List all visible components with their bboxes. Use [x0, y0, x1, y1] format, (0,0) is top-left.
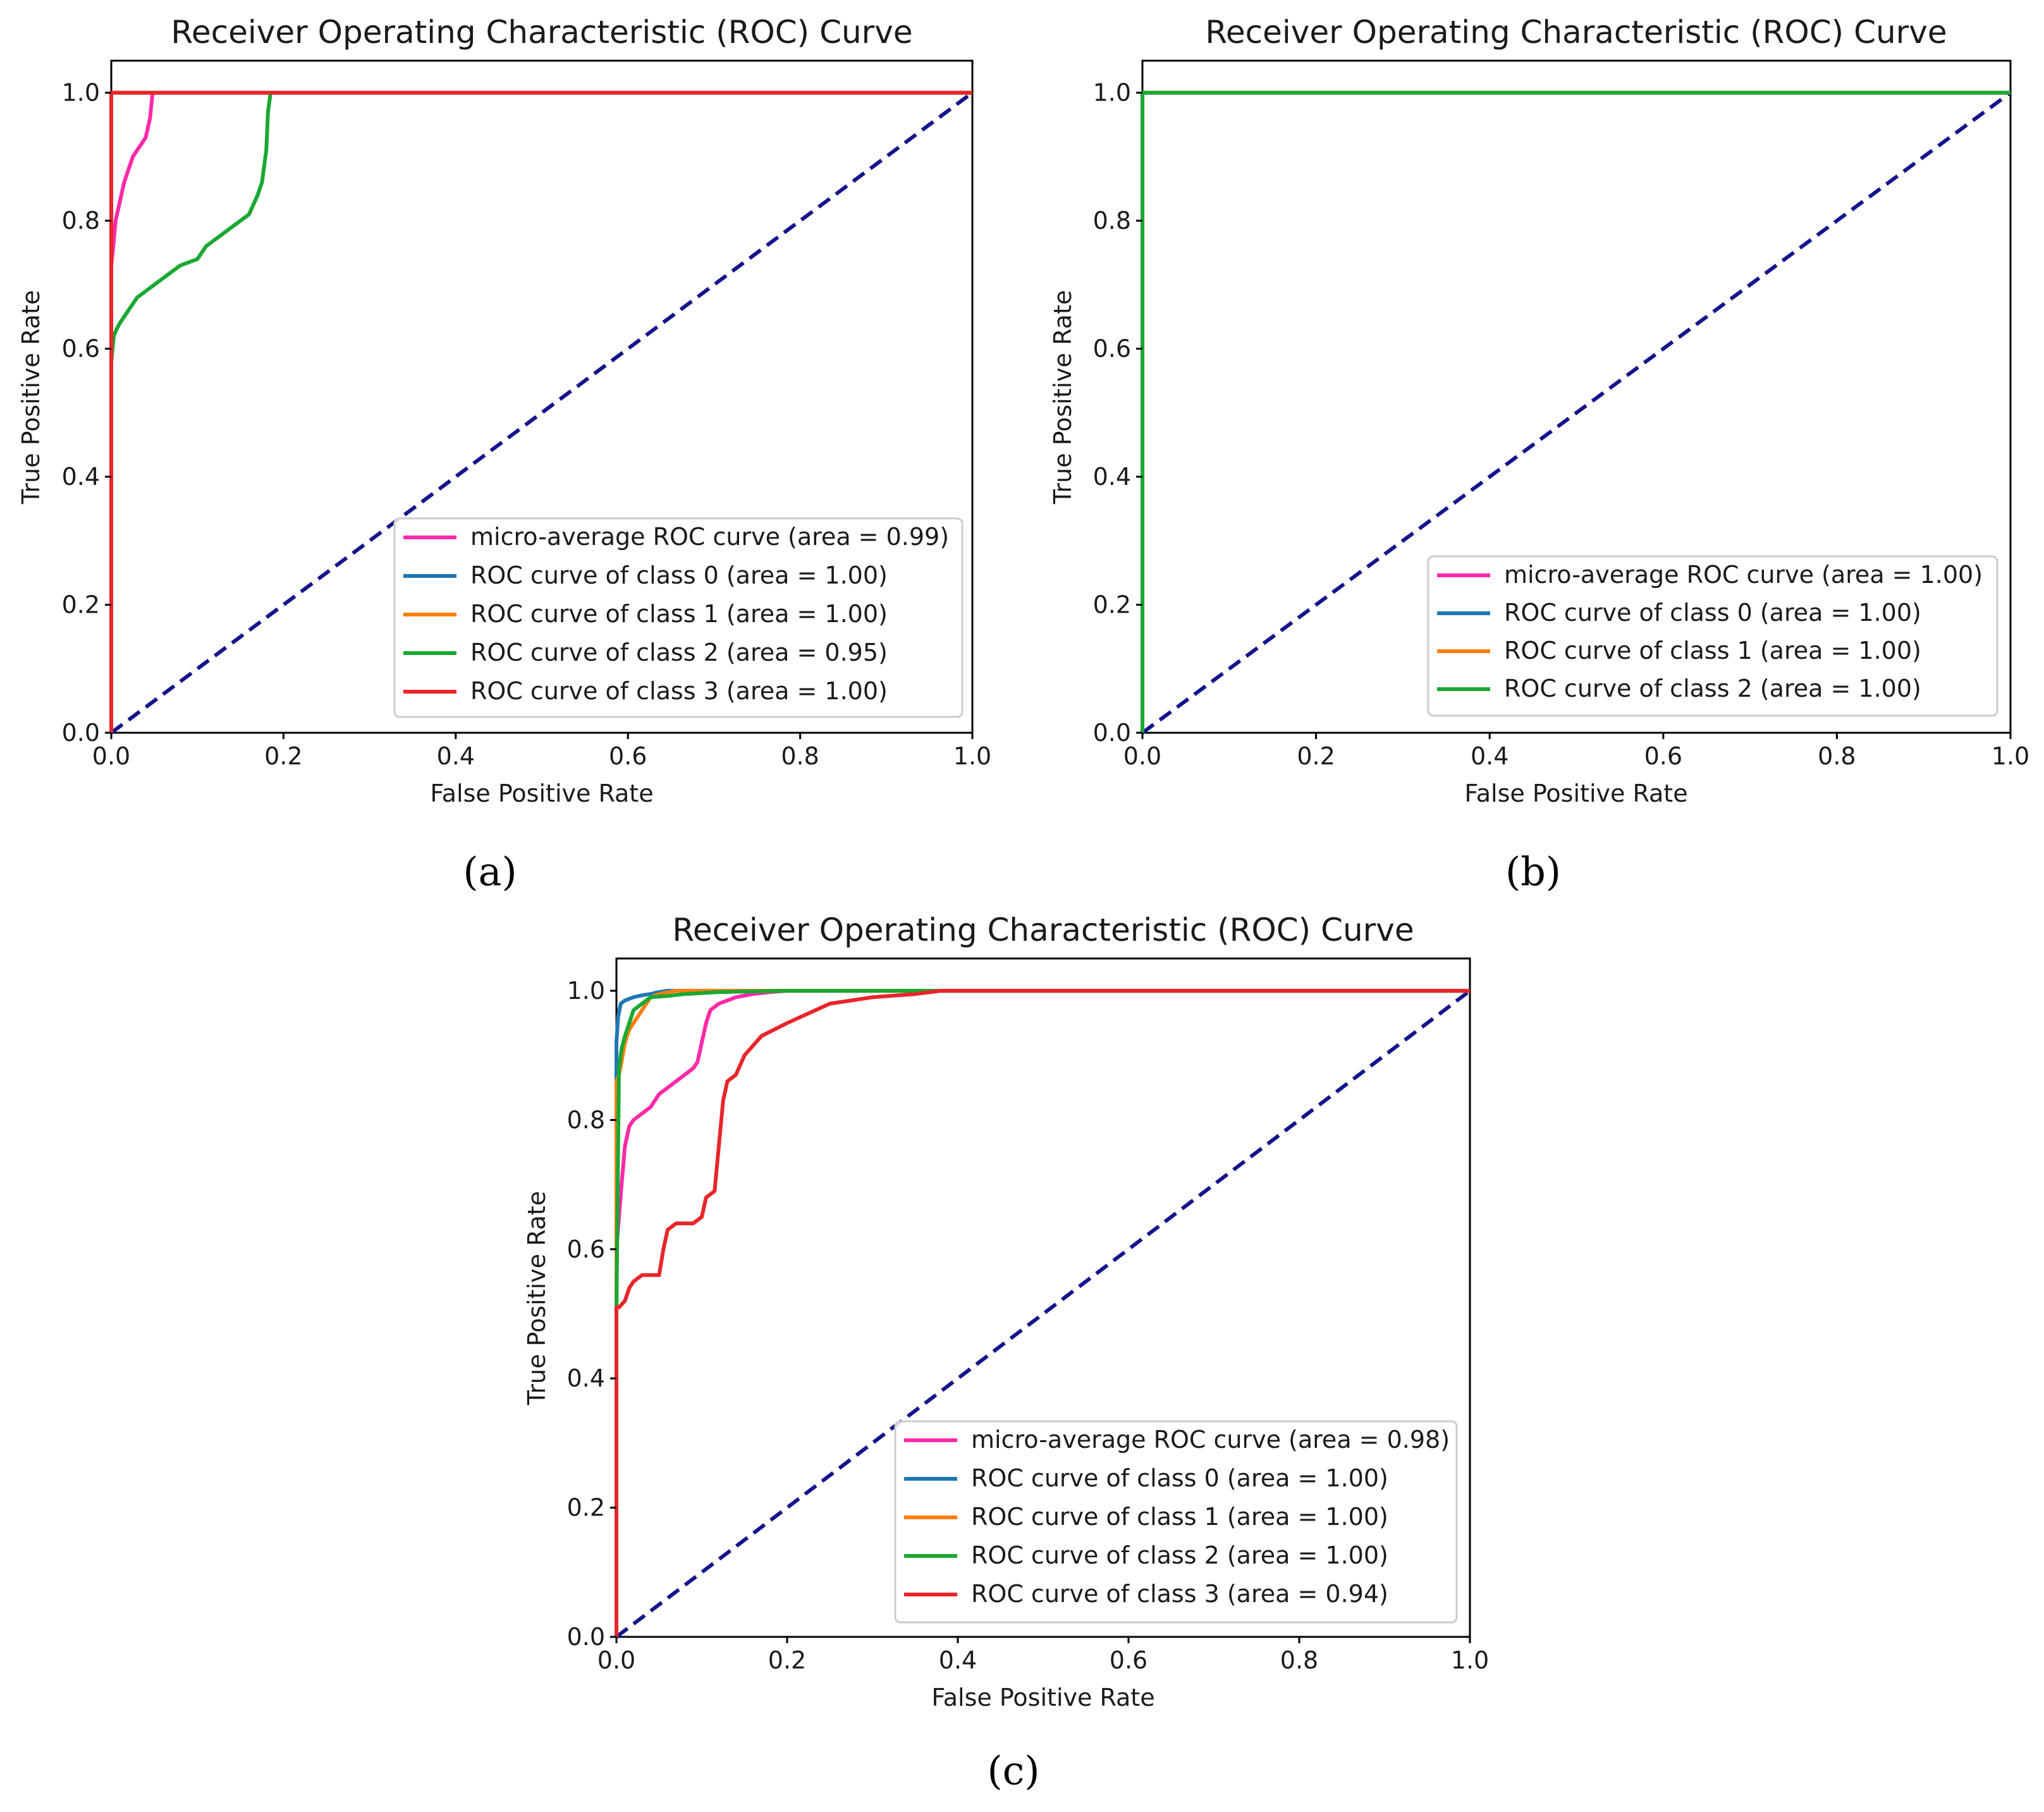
x-tick-label: 1.0 — [953, 742, 991, 770]
x-tick-label: 0.2 — [264, 742, 302, 770]
roc-series-line-0 — [615, 989, 1470, 1637]
panel-c-y-axis-label: True Positive Rate — [523, 1191, 551, 1406]
legend-label-2: ROC curve of class 1 (area = 1.00) — [1504, 637, 1921, 664]
panel-c-y-ticks: 0.0 0.2 0.4 0.6 0.8 1.0 — [567, 977, 616, 1651]
y-tick-label: 0.2 — [1093, 591, 1131, 619]
roc-series-line-3 — [109, 90, 972, 733]
roc-series-line-3 — [615, 989, 1470, 1637]
chance-diagonal-line — [1141, 91, 2012, 735]
y-tick-label: 0.4 — [1093, 463, 1131, 491]
panel-a-x-axis-label: False Positive Rate — [430, 780, 653, 807]
roc-series-line-4 — [615, 989, 1470, 1637]
legend-label-2: ROC curve of class 1 (area = 1.00) — [470, 600, 888, 628]
legend-label-0: micro-average ROC curve (area = 0.98) — [971, 1426, 1450, 1454]
y-tick-label: 0.8 — [1093, 207, 1131, 235]
y-tick-label: 1.0 — [1093, 79, 1131, 107]
panel-b-title: Receiver Operating Characteristic (ROC) … — [1205, 14, 1947, 51]
panel-c-legend — [894, 1420, 1458, 1624]
panel-b-y-axis-label: True Positive Rate — [1049, 290, 1077, 505]
y-tick-label: 0.0 — [1093, 719, 1131, 747]
x-tick-label: 0.0 — [1123, 742, 1161, 770]
panel-b-x-ticks: 0.0 0.2 0.4 0.6 0.8 1.0 — [1123, 733, 2029, 770]
x-tick-label: 1.0 — [1992, 742, 2029, 770]
legend-label-1: ROC curve of class 0 (area = 1.00) — [470, 561, 888, 589]
x-tick-label: 0.2 — [1297, 742, 1335, 770]
panel-b-caption: (b) — [1505, 848, 1561, 895]
x-tick-label: 0.8 — [1818, 742, 1856, 770]
panel-a-y-axis-label: True Positive Rate — [17, 290, 45, 505]
y-tick-label: 0.0 — [62, 719, 100, 747]
panel-a-legend — [393, 517, 964, 718]
panel-c-x-axis-label: False Positive Rate — [931, 1684, 1154, 1711]
panel-a-title: Receiver Operating Characteristic (ROC) … — [171, 14, 912, 51]
legend-label-1: ROC curve of class 0 (area = 1.00) — [971, 1464, 1388, 1492]
x-tick-label: 0.4 — [1471, 742, 1509, 770]
y-tick-label: 0.8 — [567, 1106, 605, 1134]
panel-b-legend-entries: micro-average ROC curve (area = 1.00) ROC… — [1437, 561, 1983, 702]
y-tick-label: 0.2 — [567, 1494, 605, 1522]
panel-c-legend-entries: micro-average ROC curve (area = 0.98) ROC… — [904, 1426, 1450, 1608]
y-tick-label: 0.4 — [62, 463, 100, 491]
panel-c-title: Receiver Operating Characteristic (ROC) … — [672, 912, 1414, 948]
x-tick-label: 0.8 — [1280, 1646, 1318, 1674]
panel-a-caption: (a) — [463, 848, 517, 895]
legend-label-4: ROC curve of class 3 (area = 0.94) — [971, 1580, 1388, 1608]
x-tick-label: 0.4 — [437, 742, 475, 770]
y-tick-label: 0.8 — [62, 207, 100, 235]
panel-c-x-ticks: 0.0 0.2 0.4 0.6 0.8 1.0 — [597, 1637, 1489, 1674]
chance-diagonal-line — [110, 91, 974, 735]
y-tick-label: 0.0 — [567, 1623, 605, 1651]
panel-b-legend — [1427, 555, 1998, 717]
x-tick-label: 0.8 — [781, 742, 819, 770]
x-tick-label: 0.2 — [768, 1646, 806, 1674]
y-tick-label: 1.0 — [62, 79, 100, 107]
legend-label-3: ROC curve of class 2 (area = 0.95) — [470, 639, 888, 666]
panel-b-x-axis-label: False Positive Rate — [1464, 780, 1687, 807]
x-tick-label: 0.0 — [597, 1646, 635, 1674]
x-tick-label: 0.6 — [1110, 1646, 1147, 1674]
y-tick-label: 0.6 — [62, 335, 100, 363]
legend-label-3: ROC curve of class 2 (area = 1.00) — [1504, 675, 1921, 702]
y-tick-label: 1.0 — [567, 977, 605, 1005]
legend-label-3: ROC curve of class 2 (area = 1.00) — [971, 1541, 1388, 1569]
panel-a-y-ticks: 0.0 0.2 0.4 0.6 0.8 1.0 — [62, 79, 111, 747]
panel-c-caption: (c) — [987, 1748, 1039, 1794]
panel-c-marks — [615, 989, 1471, 1639]
legend-label-2: ROC curve of class 1 (area = 1.00) — [971, 1503, 1388, 1531]
panel-b: Receiver Operating Characteristic (ROC) … — [1049, 14, 2029, 895]
legend-label-0: micro-average ROC curve (area = 0.99) — [470, 523, 949, 551]
x-tick-label: 0.6 — [1644, 742, 1682, 770]
y-tick-label: 0.4 — [567, 1364, 605, 1392]
x-tick-label: 0.6 — [609, 742, 647, 770]
y-tick-label: 0.6 — [1093, 335, 1131, 363]
panel-b-y-ticks: 0.0 0.2 0.4 0.6 0.8 1.0 — [1093, 79, 1142, 747]
legend-label-4: ROC curve of class 3 (area = 1.00) — [470, 677, 888, 705]
x-tick-label: 0.0 — [92, 742, 130, 770]
chance-diagonal-line — [615, 989, 1471, 1639]
panel-a-x-ticks: 0.0 0.2 0.4 0.6 0.8 1.0 — [92, 733, 991, 770]
panel-a: Receiver Operating Characteristic (ROC) … — [17, 14, 991, 895]
panel-c: Receiver Operating Characteristic (ROC) … — [523, 912, 1489, 1794]
roc-series-line-0 — [109, 90, 972, 733]
legend-label-1: ROC curve of class 0 (area = 1.00) — [1504, 599, 1921, 627]
x-tick-label: 0.4 — [939, 1646, 977, 1674]
y-tick-label: 0.6 — [567, 1235, 605, 1263]
legend-label-0: micro-average ROC curve (area = 1.00) — [1504, 561, 1983, 589]
x-tick-label: 1.0 — [1451, 1646, 1489, 1674]
panel-a-legend-entries: micro-average ROC curve (area = 0.99) ROC… — [403, 523, 949, 705]
y-tick-label: 0.2 — [62, 591, 100, 619]
